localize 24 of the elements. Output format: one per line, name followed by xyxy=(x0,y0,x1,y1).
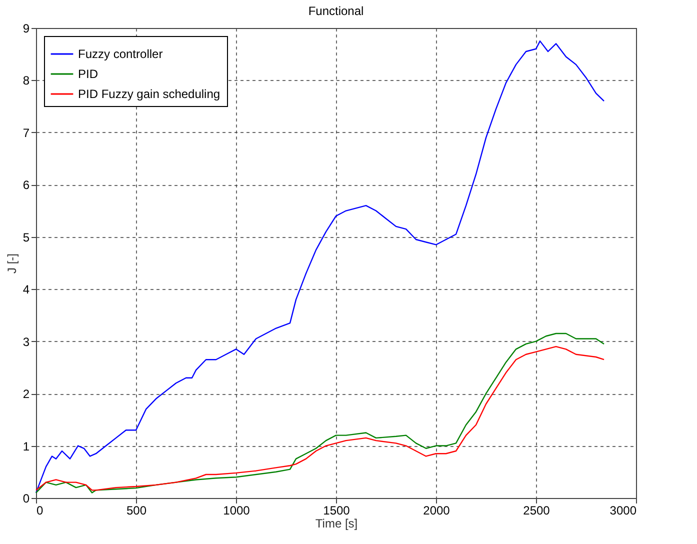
x-tick-label: 2000 xyxy=(423,504,450,518)
y-tick-label: 8 xyxy=(22,74,30,88)
y-tick-label: 1 xyxy=(22,439,30,454)
y-tick-label: 4 xyxy=(22,282,30,297)
y-tick-label: 3 xyxy=(22,334,30,349)
y-tick-label: 2 xyxy=(22,387,30,402)
y-tick-label: 5 xyxy=(22,230,30,244)
x-tick-label: 2500 xyxy=(523,504,550,518)
y-tick-label: 9 xyxy=(22,22,30,36)
x-tick-label: 1000 xyxy=(223,504,250,518)
x-tick-label: 1500 xyxy=(323,504,350,518)
x-tick-label: 0 xyxy=(36,504,44,518)
legend-label: PID xyxy=(78,67,98,81)
y-tick-label: 6 xyxy=(22,178,30,192)
legend-label: PID Fuzzy gain scheduling xyxy=(78,87,220,101)
legend-label: Fuzzy controller xyxy=(78,47,163,61)
x-tick-label: 500 xyxy=(126,504,147,518)
y-tick-label: 7 xyxy=(22,126,30,140)
line-series xyxy=(35,40,605,494)
x-axis-title: Time [s] xyxy=(315,516,358,530)
y-tick-label: 0 xyxy=(22,492,30,506)
chart-title: Functional xyxy=(308,4,364,18)
x-tick-label: 3000 xyxy=(610,504,637,518)
y-axis-title: J [-] xyxy=(4,254,19,274)
